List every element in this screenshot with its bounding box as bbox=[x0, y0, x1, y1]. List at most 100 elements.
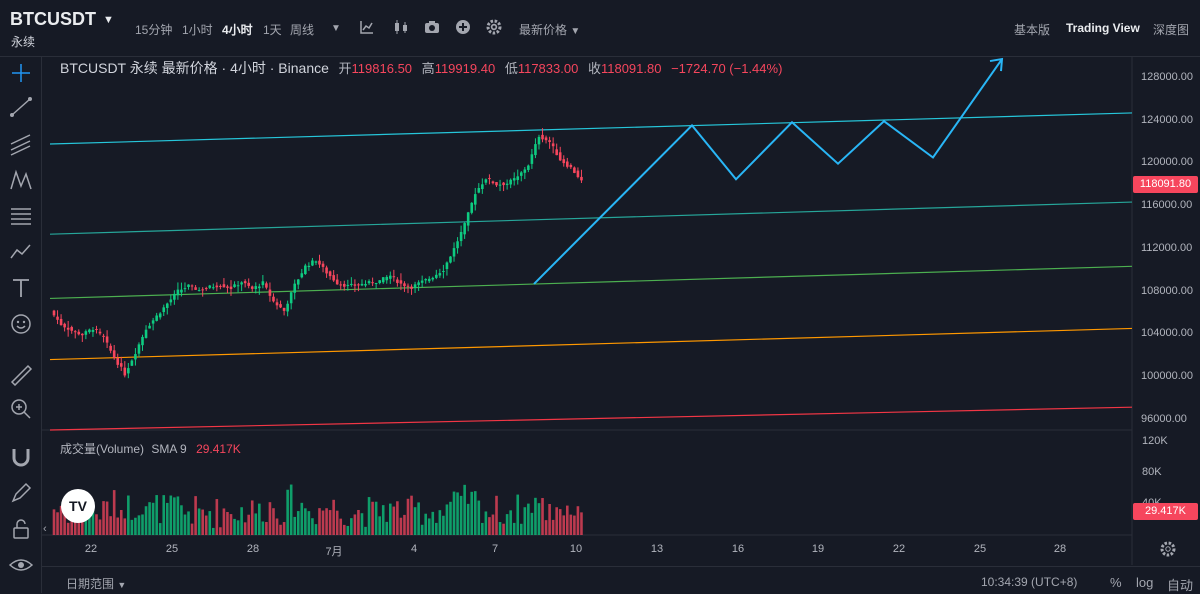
candle-body bbox=[335, 279, 339, 285]
symbol-dropdown-icon[interactable]: ▼ bbox=[103, 14, 114, 26]
candle-body bbox=[233, 284, 236, 288]
candle-body bbox=[123, 367, 127, 376]
projection-path[interactable] bbox=[533, 58, 1003, 285]
timeframe-15m[interactable]: 15分钟 bbox=[135, 23, 173, 37]
candle-body bbox=[222, 284, 226, 288]
date-range-label: 日期范围 bbox=[66, 577, 115, 591]
candle-body bbox=[488, 178, 491, 180]
volume-bar bbox=[392, 506, 396, 535]
candle-body bbox=[360, 283, 364, 286]
forecast-icon[interactable] bbox=[8, 240, 34, 264]
volume-bar bbox=[569, 514, 573, 535]
timeframe-1d[interactable]: 1天 bbox=[263, 23, 282, 37]
volume-bar bbox=[226, 511, 229, 535]
chart-settings-gear-icon[interactable] bbox=[1160, 541, 1176, 557]
contract-type: 永续 bbox=[11, 35, 36, 49]
candle-body bbox=[300, 273, 304, 278]
candle-body bbox=[219, 285, 222, 287]
auto-scale-toggle[interactable]: 自动 bbox=[1167, 578, 1194, 593]
volume-bar bbox=[378, 516, 381, 535]
emoji-icon[interactable] bbox=[8, 312, 34, 336]
ruler-icon[interactable] bbox=[8, 362, 34, 386]
volume-bar bbox=[282, 522, 286, 535]
timeframe-4h[interactable]: 4小时 bbox=[222, 23, 253, 37]
percent-scale-toggle[interactable]: % bbox=[1110, 575, 1122, 590]
date-axis-label: 28 bbox=[246, 543, 260, 555]
candle-body bbox=[165, 303, 169, 308]
price-chart[interactable] bbox=[42, 57, 1200, 565]
parallel-channel-icon[interactable] bbox=[8, 132, 34, 156]
candle-body bbox=[569, 164, 573, 168]
candle-body bbox=[254, 286, 258, 290]
volume-bar bbox=[88, 511, 91, 535]
zoom-in-icon[interactable] bbox=[8, 397, 34, 421]
volume-bar bbox=[473, 491, 477, 535]
eye-icon[interactable] bbox=[8, 553, 34, 577]
symbol-name[interactable]: BTCUSDT bbox=[10, 9, 96, 29]
collapse-toolbar-icon[interactable]: ‹ bbox=[43, 523, 47, 535]
candle-body bbox=[378, 280, 381, 284]
candle-body bbox=[296, 279, 300, 285]
candle-body bbox=[84, 331, 88, 335]
candle-body bbox=[162, 307, 166, 313]
pencil-lock-icon[interactable] bbox=[8, 481, 34, 505]
candle-body bbox=[371, 282, 374, 284]
add-icon[interactable] bbox=[455, 19, 471, 35]
crosshair-icon[interactable] bbox=[8, 61, 34, 85]
settings-gear-icon[interactable] bbox=[486, 19, 502, 35]
view-basic[interactable]: 基本版 bbox=[1014, 23, 1051, 37]
pattern-tool-icon[interactable] bbox=[8, 168, 34, 192]
volume-tag: 29.417K bbox=[1133, 503, 1198, 520]
camera-icon[interactable] bbox=[424, 19, 440, 35]
date-axis-label: 28 bbox=[1053, 543, 1067, 555]
candle-body bbox=[431, 277, 435, 280]
date-range-dropdown[interactable]: 日期范围 ▼ bbox=[66, 575, 126, 592]
volume-bar bbox=[158, 523, 162, 535]
text-tool-icon[interactable] bbox=[8, 276, 34, 300]
candle-body bbox=[456, 241, 459, 249]
volume-bar bbox=[558, 509, 562, 535]
timeframe-week[interactable]: 周线 bbox=[290, 23, 315, 37]
price-type-label: 最新价格 bbox=[519, 23, 568, 37]
magnet-icon[interactable] bbox=[8, 445, 34, 469]
candle-body bbox=[527, 165, 530, 170]
volume-bar bbox=[102, 501, 105, 535]
channel-5-line bbox=[49, 406, 1133, 431]
timeframe-more-icon[interactable]: ▼ bbox=[331, 23, 341, 34]
volume-bar bbox=[98, 519, 102, 535]
candle-body bbox=[381, 277, 385, 283]
chart-type-candles-icon[interactable] bbox=[393, 19, 409, 35]
view-tradingview[interactable]: Trading View bbox=[1066, 21, 1140, 35]
volume-bar bbox=[190, 523, 194, 535]
volume-bar bbox=[240, 507, 243, 535]
candle-body bbox=[63, 323, 66, 328]
price-axis-label: 116000.00 bbox=[1141, 199, 1193, 211]
volume-bar bbox=[272, 508, 275, 535]
date-axis-label: 4 bbox=[410, 543, 418, 555]
volume-bar bbox=[279, 524, 282, 535]
projection-arrowhead bbox=[989, 57, 1004, 72]
lock-icon[interactable] bbox=[8, 517, 34, 541]
drawing-toolbar bbox=[0, 57, 42, 593]
candle-body bbox=[502, 182, 505, 186]
candle-body bbox=[105, 336, 109, 343]
price-type-dropdown[interactable]: 最新价格 ▼ bbox=[519, 21, 580, 38]
view-depth[interactable]: 深度图 bbox=[1153, 23, 1190, 37]
candle-body bbox=[452, 248, 456, 257]
candle-body bbox=[59, 318, 63, 326]
log-scale-toggle[interactable]: log bbox=[1136, 575, 1154, 590]
drawing-layer[interactable] bbox=[49, 112, 1133, 431]
candle-body bbox=[127, 368, 130, 374]
indicators-icon[interactable] bbox=[359, 19, 375, 35]
volume-bar bbox=[410, 495, 413, 535]
fib-retracement-icon[interactable] bbox=[8, 204, 34, 228]
timeframe-1h[interactable]: 1小时 bbox=[182, 23, 213, 37]
volume-bar bbox=[229, 514, 233, 535]
volume-legend: 成交量(Volume) SMA 9 29.417K bbox=[60, 440, 241, 457]
candle-body bbox=[541, 134, 544, 140]
trend-line-icon[interactable] bbox=[8, 95, 34, 119]
volume-bar bbox=[137, 515, 141, 535]
low-label: 低 bbox=[504, 61, 518, 76]
volume-bar bbox=[176, 496, 180, 535]
utc-clock[interactable]: 10:34:39 (UTC+8) bbox=[981, 575, 1078, 589]
